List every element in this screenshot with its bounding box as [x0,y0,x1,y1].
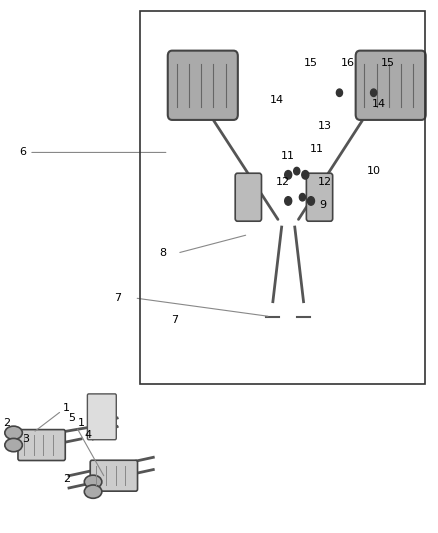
FancyBboxPatch shape [168,51,238,120]
Text: 14: 14 [372,99,386,109]
Bar [140,11,425,384]
Text: 9: 9 [319,200,326,209]
Text: 12: 12 [318,177,332,187]
Text: 16: 16 [341,58,355,68]
Ellipse shape [5,438,22,451]
Text: 14: 14 [270,95,284,105]
Text: 13: 13 [318,122,332,131]
Ellipse shape [84,485,102,498]
Text: 1: 1 [63,403,70,413]
Ellipse shape [84,475,102,488]
Text: 15: 15 [381,58,395,68]
Text: 1: 1 [78,418,85,428]
FancyBboxPatch shape [306,173,333,221]
Circle shape [336,89,343,96]
Ellipse shape [5,426,22,439]
Text: 4: 4 [85,430,92,440]
Text: 11: 11 [281,151,295,161]
Text: 5: 5 [68,413,75,423]
Text: 3: 3 [22,434,29,444]
Circle shape [302,171,309,179]
Text: 7: 7 [171,316,178,325]
Circle shape [285,197,292,205]
Text: 2: 2 [3,418,10,428]
FancyBboxPatch shape [235,173,261,221]
Text: 11: 11 [310,144,324,154]
FancyBboxPatch shape [18,430,65,461]
Text: 2: 2 [63,474,70,484]
Circle shape [293,167,300,175]
Text: 7: 7 [114,293,121,303]
Text: 6: 6 [19,148,166,157]
FancyBboxPatch shape [87,394,116,440]
Circle shape [371,89,377,96]
Text: 10: 10 [367,166,381,176]
Text: 15: 15 [304,58,318,68]
Circle shape [299,193,305,201]
FancyBboxPatch shape [90,460,138,491]
Circle shape [285,171,292,179]
Circle shape [307,197,314,205]
Text: 12: 12 [276,177,290,187]
FancyBboxPatch shape [356,51,426,120]
Text: 8: 8 [159,248,166,258]
